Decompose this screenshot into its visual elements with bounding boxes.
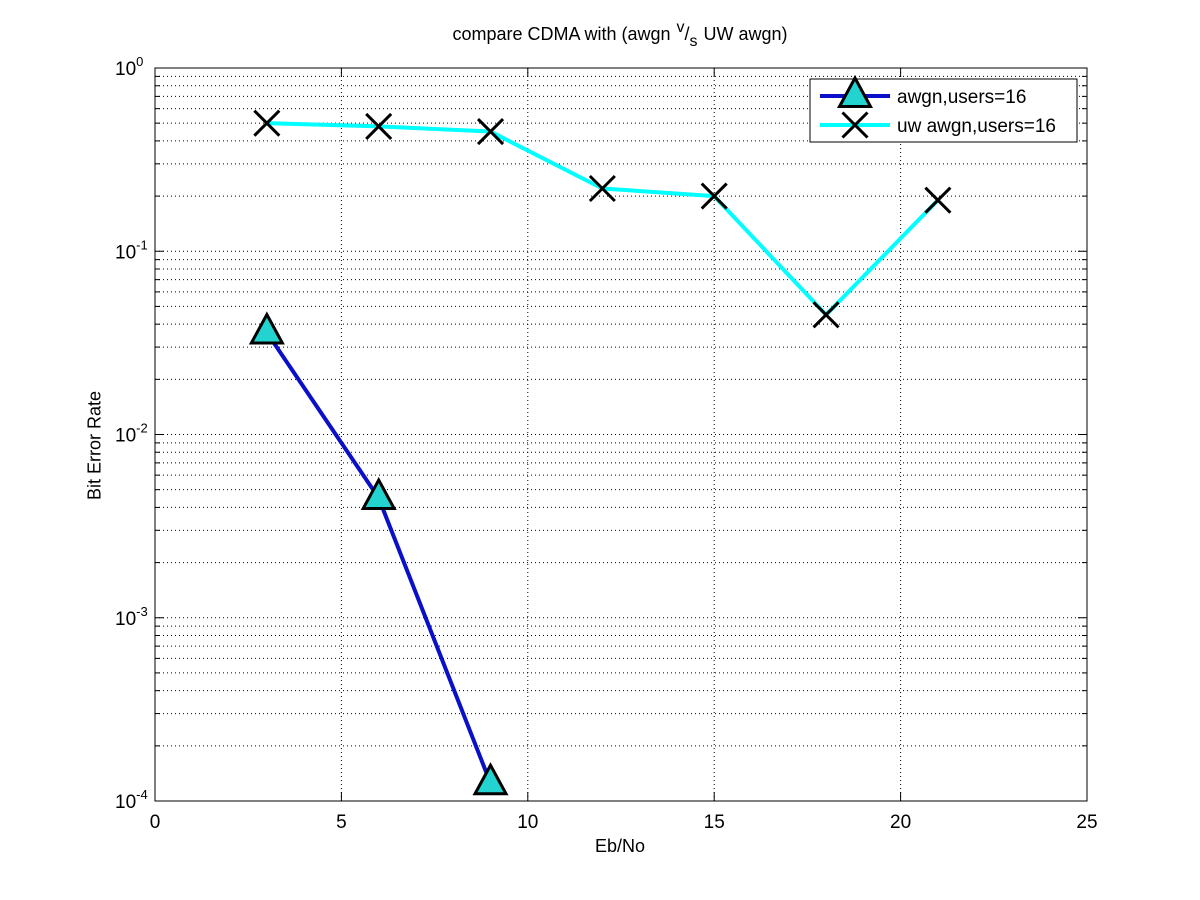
x-axis-label: Eb/No bbox=[594, 836, 646, 856]
data-point-series-2 bbox=[812, 301, 840, 329]
y-tick-label: 10-4 bbox=[115, 787, 148, 813]
x-tick-label: 15 bbox=[704, 812, 725, 833]
title-slash: / bbox=[684, 24, 690, 44]
title-text: compare CDMA with (awgn bbox=[452, 24, 671, 44]
y-tick-label: 100 bbox=[115, 54, 143, 80]
data-point-series-2 bbox=[924, 186, 952, 214]
y-tick-label: 10-3 bbox=[115, 604, 148, 630]
data-point-series-1 bbox=[360, 476, 397, 511]
x-tick-label: 10 bbox=[517, 812, 538, 833]
x-tick-label: 0 bbox=[150, 812, 161, 833]
x-tick-label: 5 bbox=[336, 812, 347, 833]
legend-marker-1 bbox=[836, 74, 874, 108]
legend-label-1: awgn,users=16 bbox=[897, 87, 1026, 108]
chart-title: compare CDMA with (awgn v/s UW awgn) bbox=[0, 19, 1200, 50]
data-point-series-1 bbox=[472, 762, 509, 796]
title-text-end: UW awgn) bbox=[703, 24, 788, 44]
data-point-series-2 bbox=[588, 174, 616, 203]
title-superscript-v: v bbox=[676, 19, 685, 36]
data-point-series-2 bbox=[700, 182, 728, 210]
y-tick-label: 10-1 bbox=[115, 237, 148, 263]
data-point-series-2 bbox=[253, 109, 281, 137]
y-axis-label: Bit Error Rate bbox=[84, 390, 105, 501]
x-tick-label: 25 bbox=[1076, 812, 1097, 833]
y-tick-label: 10-2 bbox=[115, 421, 148, 447]
data-point-series-1 bbox=[248, 311, 285, 345]
legend-marker-2 bbox=[841, 111, 869, 139]
data-point-series-2 bbox=[476, 117, 505, 146]
x-tick-label: 20 bbox=[890, 812, 911, 833]
data-point-series-2 bbox=[365, 112, 393, 140]
title-subscript-s: s bbox=[689, 33, 698, 50]
legend-label-2: uw awgn,users=16 bbox=[897, 116, 1056, 137]
